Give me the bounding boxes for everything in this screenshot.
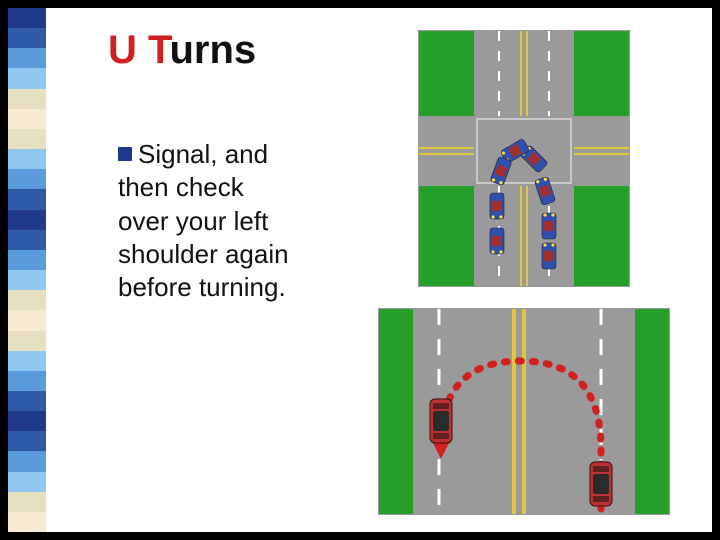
- title-word-2: Turns: [148, 28, 256, 72]
- figure-uturn-intersection: [418, 30, 630, 287]
- decorative-stripe: [8, 8, 46, 532]
- figure-uturn-road: [378, 308, 670, 515]
- title-word-1: U: [108, 28, 137, 72]
- bullet-text: Signal, and then check over your left sh…: [118, 139, 289, 302]
- bullet-item: Signal, and then check over your left sh…: [118, 138, 298, 304]
- bullet-marker-icon: [118, 147, 132, 161]
- slide-title: U Turns: [108, 28, 256, 73]
- slide: U Turns Signal, and then check over your…: [8, 8, 712, 532]
